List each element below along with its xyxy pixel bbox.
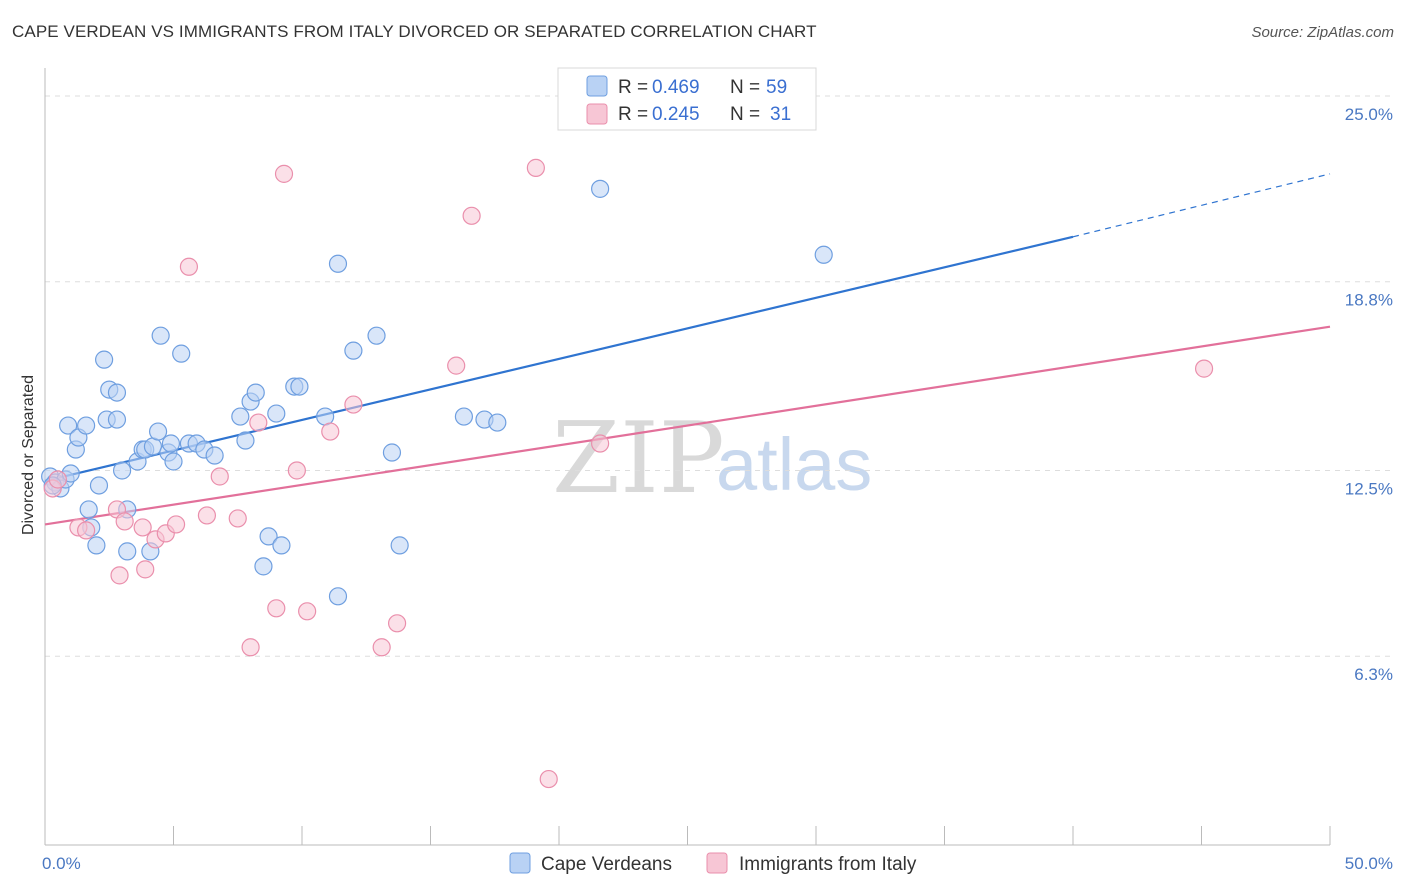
italy-immigrant-point [166, 515, 186, 534]
cape-verdean-point [814, 245, 833, 264]
y-tick-label: 12.5% [1345, 479, 1393, 498]
cape-verdean-point [290, 377, 309, 396]
italy-immigrant-point [228, 509, 247, 528]
cape-verdean-point [172, 344, 191, 363]
cape-verdean-point [112, 461, 132, 480]
italy-immigrant-point [115, 512, 134, 531]
legend: R = 0.469 N = 59 R = 0.245 N = 31 [557, 67, 817, 131]
italy-immigrant-point [462, 206, 481, 225]
cape-verdean-trend-extension [1072, 173, 1331, 238]
cape-verdean-point [107, 383, 127, 402]
bottom-legend-label: Immigrants from Italy [739, 854, 917, 875]
italy-immigrant-point [241, 638, 260, 657]
italy-immigrant-point [372, 638, 391, 657]
cape-verdean-point [328, 587, 348, 606]
cape-verdean-point [591, 179, 610, 198]
italy-immigrant-point [298, 602, 317, 621]
legend-swatch-pink [586, 103, 608, 125]
bottom-legend-label: Cape Verdeans [541, 854, 672, 875]
italy-immigrant-point [210, 467, 229, 486]
cape-verdean-point [259, 527, 278, 546]
y-tick-labels: 6.3% 12.5% 18.8% 25.0% [1345, 105, 1393, 684]
cape-verdean-point [454, 407, 474, 426]
cape-verdean-point [205, 446, 224, 465]
trend-lines [44, 173, 1331, 526]
cape-verdean-point [77, 416, 96, 435]
italy-immigrant-point [447, 356, 466, 375]
x-tick-label: 50.0% [1345, 854, 1393, 873]
bottom-legend-swatch-pink [706, 852, 728, 874]
cape-verdean-point [328, 254, 348, 273]
watermark: ZIP atlas [552, 402, 872, 516]
cape-verdean-point [151, 326, 170, 345]
cape-verdean-point [148, 422, 168, 441]
italy-immigrant-point [591, 434, 610, 453]
legend-n-label: N = [730, 104, 760, 125]
legend-r-label: R = [618, 77, 648, 98]
axes [44, 68, 1331, 846]
italy-immigrant-point [136, 560, 155, 579]
cape-verdean-point [118, 542, 137, 561]
italy-immigrant-point [344, 395, 363, 414]
watermark-zip: ZIP [552, 402, 725, 516]
italy-immigrant-point [48, 470, 67, 489]
italy-immigrant-point [539, 769, 558, 789]
italy-immigrant-point [110, 566, 129, 585]
bottom-legend: Cape Verdeans Immigrants from Italy [509, 852, 917, 875]
cape-verdean-point [107, 410, 127, 429]
x-tick-label: 0.0% [42, 854, 81, 873]
italy-immigrant-point [321, 422, 340, 441]
italy-immigrant-point [179, 257, 199, 276]
cape-verdean-point [488, 413, 507, 432]
y-axis-title: Divorced or Separated [20, 375, 37, 535]
italy-immigrant-point [387, 614, 407, 633]
italy-immigrant-point [267, 599, 286, 618]
legend-r-label: R = [618, 104, 648, 125]
cape-verdean-point [87, 536, 106, 555]
cape-verdean-point [367, 326, 386, 345]
cape-verdean-point [272, 536, 291, 555]
legend-n-value: 59 [766, 77, 787, 98]
cape-verdean-point [95, 350, 114, 369]
italy-immigrant-point [1194, 359, 1214, 378]
cape-verdean-trend-line [44, 235, 1074, 483]
bottom-legend-swatch-blue [509, 852, 531, 874]
italy-immigrant-point [133, 518, 152, 537]
cape-verdean-point [79, 500, 98, 519]
cape-verdean-point [390, 536, 409, 555]
source-label: Source: ZipAtlas.com [1251, 24, 1394, 41]
legend-r-value: 0.245 [652, 104, 700, 125]
legend-n-value: 31 [770, 104, 791, 125]
italy-immigrant-point [287, 461, 306, 480]
cape-verdean-point [59, 416, 78, 435]
italy-immigrant-trend-line [44, 325, 1331, 526]
cape-verdean-point [231, 407, 250, 426]
italy-immigrant-point [526, 158, 545, 177]
cape-verdean-point [246, 383, 265, 402]
cape-verdean-point [344, 341, 363, 360]
italy-immigrant-point [274, 164, 294, 183]
y-tick-label: 18.8% [1345, 291, 1393, 310]
italy-immigrant-point [197, 506, 217, 525]
legend-swatch-blue [586, 75, 608, 97]
x-tick-labels: 0.0% 50.0% [42, 854, 1393, 873]
legend-r-value: 0.469 [652, 77, 700, 98]
cape-verdean-point [254, 557, 273, 576]
y-tick-label: 25.0% [1345, 105, 1393, 124]
y-tick-label: 6.3% [1354, 665, 1393, 684]
italy-immigrant-point [77, 521, 96, 540]
cape-verdean-point [161, 434, 181, 453]
data-points [41, 158, 1214, 789]
legend-n-label: N = [730, 77, 760, 98]
cape-verdean-point [236, 431, 255, 450]
chart-title: CAPE VERDEAN VS IMMIGRANTS FROM ITALY DI… [12, 22, 817, 41]
cape-verdean-point [267, 404, 286, 423]
gridlines [45, 95, 1395, 657]
watermark-atlas: atlas [716, 423, 872, 506]
cape-verdean-point [89, 476, 109, 495]
italy-immigrant-point [249, 413, 268, 432]
cape-verdean-point [382, 443, 402, 462]
cape-verdean-point [164, 452, 183, 471]
